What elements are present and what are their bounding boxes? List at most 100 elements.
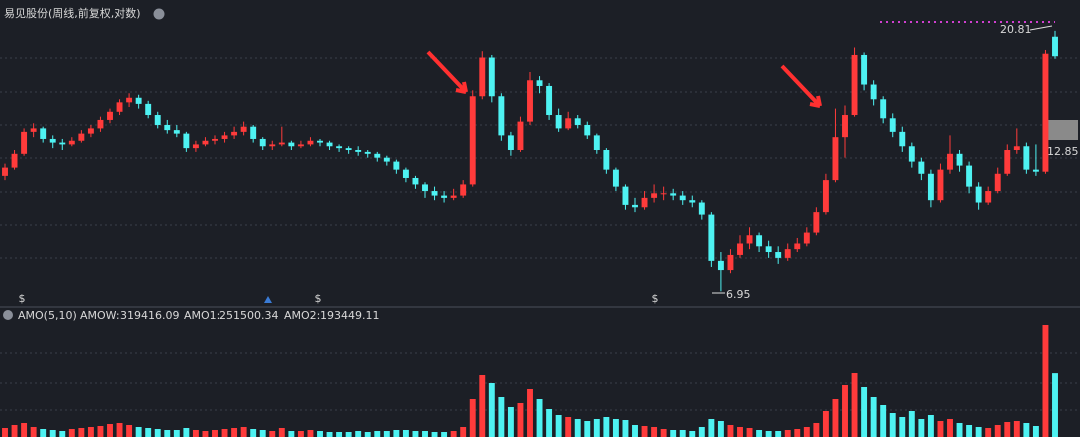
volume-bar <box>966 425 973 437</box>
volume-bar <box>240 427 247 437</box>
amo1-label: AMO1: <box>184 309 220 322</box>
volume-bar <box>947 419 953 437</box>
volume-bar <box>698 427 705 437</box>
candle-body <box>269 144 276 147</box>
candle-body <box>603 150 610 170</box>
candle-body <box>832 137 839 181</box>
volume-bar <box>2 428 8 437</box>
candle-body <box>651 193 658 198</box>
volume-bar <box>784 430 791 437</box>
candle-body <box>364 151 371 154</box>
volume-bar <box>870 397 877 437</box>
volume-bar <box>221 429 228 437</box>
candle-body <box>97 119 104 129</box>
volume-bar <box>612 419 619 437</box>
volume-bar <box>603 417 610 437</box>
title-menu[interactable] <box>153 8 165 20</box>
candle-body <box>1042 53 1049 172</box>
signal: $ <box>315 292 322 305</box>
grid <box>0 57 1080 411</box>
volume-bar <box>250 429 257 437</box>
candle-body <box>536 80 543 86</box>
volume-bar <box>431 432 438 437</box>
candle-body <box>794 243 801 250</box>
candle-body <box>21 131 28 154</box>
candle-body <box>507 135 514 151</box>
volume-bar <box>775 431 782 437</box>
volume-bar <box>813 423 820 437</box>
candle-body <box>154 115 161 125</box>
candle-body <box>317 140 323 143</box>
volume-bar <box>975 427 982 437</box>
volume-bar <box>546 409 553 437</box>
volume-bar <box>765 431 772 437</box>
volume-bar <box>660 429 667 437</box>
candle-body <box>861 54 868 85</box>
volume-bar <box>994 425 1001 437</box>
candle-body <box>947 153 953 170</box>
candle-body <box>574 118 581 125</box>
candle-body <box>565 118 572 129</box>
volume-bar <box>231 428 238 437</box>
signal: $ <box>19 292 26 305</box>
volume-bar <box>288 431 295 437</box>
candle-body <box>622 186 629 205</box>
volume-bar <box>908 411 915 437</box>
candle-body <box>116 102 123 112</box>
high-pointer <box>1029 25 1053 31</box>
candle-body <box>288 142 295 147</box>
volume-bar <box>822 411 829 437</box>
volume-bar <box>1032 426 1039 437</box>
candle-body <box>698 202 705 215</box>
volume-bar <box>68 429 75 437</box>
volume-bar <box>202 431 209 437</box>
volume-bar <box>97 426 104 437</box>
candle-body <box>956 153 963 166</box>
candle-body <box>784 249 791 258</box>
candle-body <box>221 135 228 139</box>
volume-bar <box>679 430 686 437</box>
volume-bar <box>1023 423 1030 437</box>
candle-body <box>1004 150 1011 174</box>
candle-body <box>927 173 934 201</box>
volume-bar <box>30 427 37 437</box>
volume-bar <box>832 399 839 437</box>
candle-body <box>326 142 333 147</box>
candle-body <box>737 243 743 255</box>
candle-body <box>612 169 619 187</box>
high-label: 20.81 <box>1000 23 1032 36</box>
volume-bar <box>880 405 887 437</box>
arrow <box>780 64 822 108</box>
volume-bar <box>717 421 724 437</box>
candle-body <box>765 246 772 253</box>
volume-bar <box>498 397 505 437</box>
volume-bar <box>479 375 486 437</box>
volume-bar <box>355 431 362 437</box>
volume-bar <box>183 428 190 437</box>
candle-body <box>775 252 782 258</box>
volume-bar <box>49 430 56 437</box>
candle-body <box>11 153 18 168</box>
candle-body <box>450 195 457 198</box>
candle-body <box>345 148 352 151</box>
candle-body <box>40 128 47 139</box>
volume-bar <box>899 417 906 437</box>
volume-bar <box>889 413 896 437</box>
volume-bar <box>402 430 409 437</box>
candle-body <box>393 161 400 170</box>
volume-bar <box>956 423 963 437</box>
volume-bar <box>794 429 801 437</box>
price-box <box>1045 120 1078 140</box>
candle-body <box>994 173 1001 192</box>
candle-body <box>307 140 314 145</box>
candle-body <box>708 214 715 261</box>
candle-body <box>746 235 753 244</box>
candle-body <box>756 235 763 247</box>
indicator-menu[interactable] <box>3 310 13 320</box>
volume-bar <box>164 430 171 437</box>
candle-body <box>488 57 495 97</box>
candle-body <box>59 142 66 145</box>
candle-body <box>87 128 94 134</box>
candle-body <box>584 124 591 136</box>
